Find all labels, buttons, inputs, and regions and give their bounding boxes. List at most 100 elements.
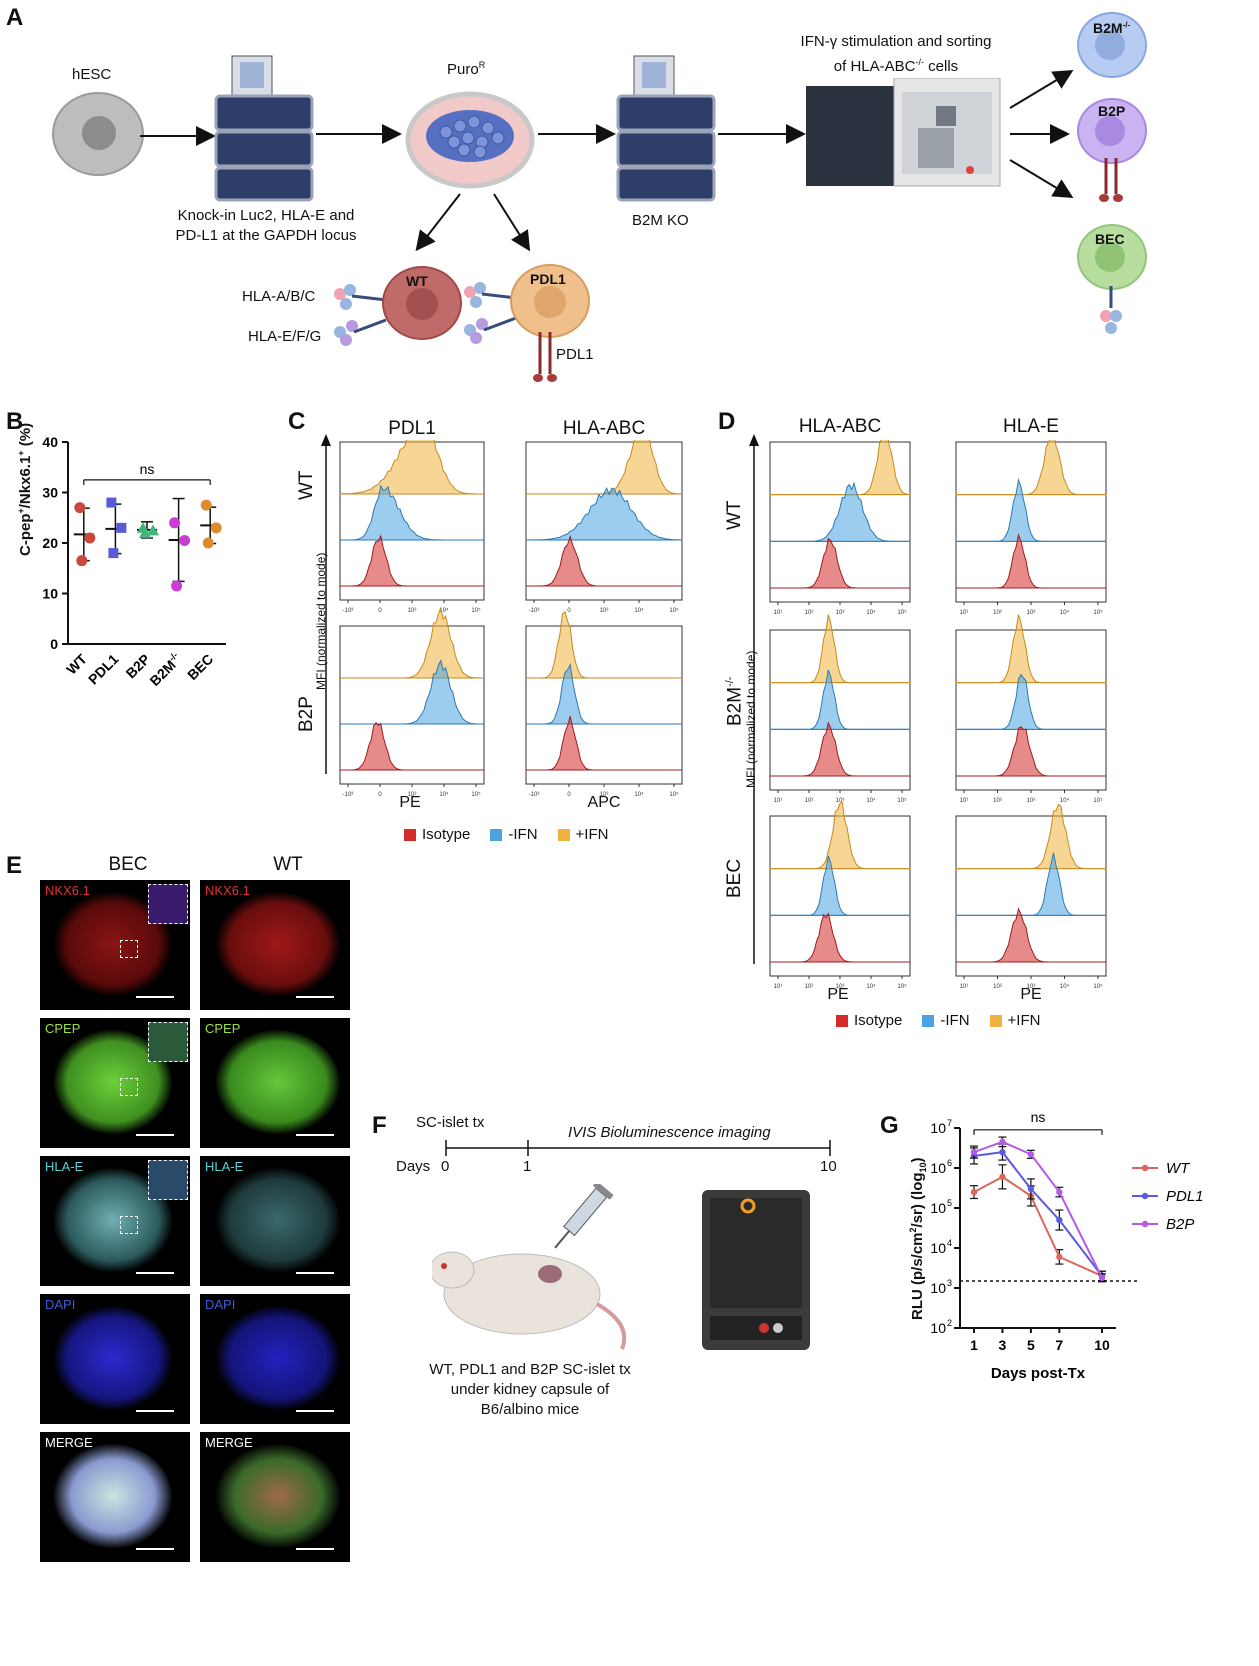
g-series-wt-point bbox=[1056, 1253, 1063, 1261]
d-wt-hlae-minus-ifn-peak bbox=[955, 477, 1107, 542]
panel-f-caption: WT, PDL1 and B2P SC-islet tx under kidne… bbox=[429, 1361, 631, 1418]
zoom-region-box bbox=[120, 1216, 138, 1234]
c-wt-pdl1-tick-label: 10³ bbox=[408, 608, 417, 614]
panel-d-histograms: 10¹ 10² 10³ 10⁴ 10⁵ 10¹ 10² 10³ 10⁴ 10⁵ 10¹ 10² 10³ 1… bbox=[769, 440, 1107, 988]
bec-nkx61-image: NKX6.1 bbox=[40, 880, 190, 1010]
d-wt-hla-minus-ifn-peak bbox=[769, 481, 911, 542]
b-point bbox=[116, 522, 127, 533]
scale-bar bbox=[296, 1272, 334, 1274]
b-point bbox=[106, 497, 117, 508]
d-b2m-hla-minus-ifn-peak bbox=[769, 669, 911, 730]
c-b2p-pdl1-minus-ifn-peak bbox=[340, 659, 484, 725]
d-bec-hlae-plus-ifn-peak bbox=[955, 803, 1107, 870]
panel-d-col1: HLA-ABC bbox=[798, 416, 882, 437]
scale-bar bbox=[296, 1548, 334, 1550]
channel-label: CPEP bbox=[205, 1021, 241, 1036]
panel-e-col1: BEC bbox=[108, 854, 148, 875]
g-ytick-label: 10 bbox=[930, 1320, 946, 1336]
g-xtick-label: 5 bbox=[1027, 1337, 1035, 1353]
bec-merge-image: MERGE bbox=[40, 1432, 190, 1562]
d-b2m-hla-tick-label: 10² bbox=[805, 798, 814, 804]
g-series-wt-point bbox=[970, 1188, 978, 1196]
panel-letter-b: B bbox=[6, 408, 24, 435]
c-b2p-pdl1-isotype-peak bbox=[340, 721, 484, 771]
days-label: Days bbox=[396, 1158, 431, 1175]
b-ytick-label: 10 bbox=[42, 586, 58, 602]
g-xlabel: Days post-Tx bbox=[991, 1365, 1086, 1382]
b-point bbox=[84, 532, 96, 544]
panel-c-legend: Isotype -IFN +IFN bbox=[404, 826, 608, 843]
c-b2p-hla-frame bbox=[525, 625, 683, 785]
g-legend-marker bbox=[1141, 1220, 1149, 1228]
scale-bar bbox=[296, 1134, 334, 1136]
zoom-inset bbox=[148, 1160, 188, 1200]
channel-label: HLA-E bbox=[205, 1159, 244, 1174]
g-ytick-exp: 4 bbox=[947, 1238, 952, 1248]
b2p-pdl1-receptor-icon bbox=[1099, 158, 1123, 202]
islet-tissue bbox=[216, 1444, 340, 1548]
hesc-label: hESC bbox=[72, 66, 112, 83]
d-bec-hlae-tick-label: 10² bbox=[993, 984, 1002, 988]
c-b2p-pdl1-frame bbox=[339, 625, 485, 785]
panel-e-col2: WT bbox=[273, 854, 303, 875]
panel-d-yaxis-arrow bbox=[749, 434, 759, 964]
islet-tissue bbox=[216, 892, 340, 996]
g-ytick-label: 10 bbox=[930, 1240, 946, 1256]
d-bec-hlae-isotype-peak bbox=[956, 907, 1106, 963]
channel-label: DAPI bbox=[205, 1297, 236, 1312]
b-point bbox=[169, 517, 181, 529]
panel-letter-c: C bbox=[288, 408, 306, 435]
g-series-wt-line bbox=[973, 1175, 1103, 1277]
hla-abc-label: HLA-A/B/C bbox=[242, 288, 316, 305]
d-bec-hlae-tick-label: 10³ bbox=[1027, 984, 1036, 988]
g-series-pdl1-point bbox=[1056, 1216, 1063, 1224]
channel-label: MERGE bbox=[45, 1435, 93, 1450]
panel-c-col1: PDL1 bbox=[388, 418, 436, 439]
c-b2p-pdl1-tick-label: 10⁵ bbox=[471, 791, 481, 796]
hesc-cell bbox=[52, 92, 144, 176]
d-b2m-hlae-tick-label: 10⁴ bbox=[1060, 797, 1070, 804]
panel-c-xlabel1: PE bbox=[399, 794, 421, 811]
wt-hla-e-image: HLA-E bbox=[200, 1156, 350, 1286]
b2m-ko-cell: B2M-/- bbox=[1077, 12, 1147, 78]
panel-letter-g: G bbox=[880, 1112, 899, 1139]
panel-c-yaxis-arrow bbox=[321, 434, 331, 774]
b-ytick-label: 0 bbox=[50, 636, 58, 652]
g-xtick-label: 7 bbox=[1055, 1337, 1063, 1353]
c-wt-pdl1-isotype-peak bbox=[340, 534, 484, 587]
g-series-b2p-point bbox=[1027, 1151, 1035, 1158]
g-series-b2p-point bbox=[970, 1148, 978, 1156]
scale-bar bbox=[136, 1548, 174, 1550]
g-series-b2p-point bbox=[1056, 1188, 1063, 1196]
d-bec-hla-tick-label: 10⁵ bbox=[897, 983, 907, 988]
d-bec-hlae-tick-label: 10⁴ bbox=[1060, 983, 1070, 988]
d-wt-hlae-frame bbox=[955, 441, 1107, 603]
g-xtick-label: 10 bbox=[1094, 1337, 1110, 1353]
cell-sorter-icon bbox=[806, 78, 1001, 187]
panel-d-xlabel1: PE bbox=[827, 986, 849, 1003]
d-b2m-hlae-tick-label: 10² bbox=[993, 798, 1002, 804]
d-wt-hlae-tick-label: 10⁵ bbox=[1093, 609, 1103, 616]
panel-c-histograms: -10³ 0 10³ 10⁴ 10⁵ -10³ 0 10³ 10⁴ 10⁵ -10³ 0 10³ 10⁴ 1… bbox=[339, 440, 683, 796]
d-bec-hlae-minus-ifn-peak bbox=[955, 852, 1107, 916]
panel-g-ylabel: RLU (p/s/cm2/sr) (log10) bbox=[908, 1157, 928, 1320]
d-bec-hlae-tick-label: 10⁵ bbox=[1093, 983, 1103, 988]
panel-c-row1: WT bbox=[296, 470, 317, 500]
g-ytick-label: 10 bbox=[930, 1160, 946, 1176]
b-point bbox=[76, 555, 88, 567]
scale-bar bbox=[136, 996, 174, 998]
bec-dapi-image: DAPI bbox=[40, 1294, 190, 1424]
g-series-pdl1-line bbox=[973, 1151, 1103, 1277]
g-ytick-exp: 3 bbox=[947, 1278, 952, 1288]
c-wt-pdl1-minus-ifn-peak bbox=[340, 484, 484, 541]
bec-hla-e-receptor-icon bbox=[1100, 286, 1122, 334]
g-legend-marker bbox=[1141, 1192, 1149, 1200]
b-category-label: PDL1 bbox=[85, 651, 122, 688]
g-ytick-exp: 2 bbox=[947, 1318, 952, 1328]
c-wt-hla-tick-label: -10³ bbox=[529, 608, 540, 614]
zoom-inset bbox=[148, 1022, 188, 1062]
b-point bbox=[200, 499, 212, 511]
legend-d-minus-ifn-swatch bbox=[922, 1014, 935, 1027]
b-ns-label: ns bbox=[140, 461, 155, 477]
panel-letter-e: E bbox=[6, 852, 23, 879]
